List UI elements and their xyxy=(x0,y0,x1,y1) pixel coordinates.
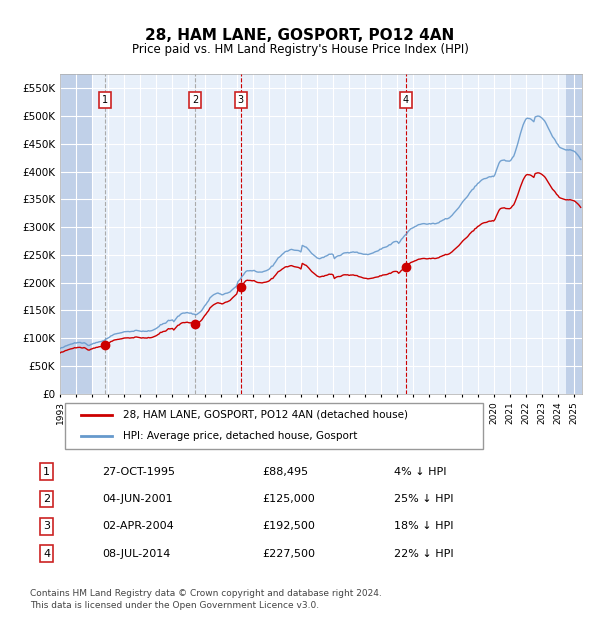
Text: £125,000: £125,000 xyxy=(262,494,314,504)
Text: 4% ↓ HPI: 4% ↓ HPI xyxy=(394,467,447,477)
Text: 18% ↓ HPI: 18% ↓ HPI xyxy=(394,521,454,531)
Text: 4: 4 xyxy=(43,549,50,559)
Text: £88,495: £88,495 xyxy=(262,467,308,477)
Text: Price paid vs. HM Land Registry's House Price Index (HPI): Price paid vs. HM Land Registry's House … xyxy=(131,43,469,56)
Text: 28, HAM LANE, GOSPORT, PO12 4AN: 28, HAM LANE, GOSPORT, PO12 4AN xyxy=(145,28,455,43)
Text: Contains HM Land Registry data © Crown copyright and database right 2024.: Contains HM Land Registry data © Crown c… xyxy=(30,589,382,598)
Text: 1: 1 xyxy=(102,95,109,105)
Text: £192,500: £192,500 xyxy=(262,521,315,531)
Text: 1: 1 xyxy=(43,467,50,477)
Text: 2: 2 xyxy=(43,494,50,504)
Text: 02-APR-2004: 02-APR-2004 xyxy=(102,521,173,531)
Text: 3: 3 xyxy=(43,521,50,531)
Text: 3: 3 xyxy=(238,95,244,105)
Text: This data is licensed under the Open Government Licence v3.0.: This data is licensed under the Open Gov… xyxy=(30,601,319,611)
Text: 2: 2 xyxy=(192,95,199,105)
Bar xyxy=(566,74,582,394)
Text: 4: 4 xyxy=(403,95,409,105)
Text: 28, HAM LANE, GOSPORT, PO12 4AN (detached house): 28, HAM LANE, GOSPORT, PO12 4AN (detache… xyxy=(122,410,407,420)
Text: 22% ↓ HPI: 22% ↓ HPI xyxy=(394,549,454,559)
Text: 04-JUN-2001: 04-JUN-2001 xyxy=(102,494,172,504)
Text: 27-OCT-1995: 27-OCT-1995 xyxy=(102,467,175,477)
Text: HPI: Average price, detached house, Gosport: HPI: Average price, detached house, Gosp… xyxy=(122,431,357,441)
FancyBboxPatch shape xyxy=(65,403,483,449)
Bar xyxy=(60,74,92,394)
Text: 25% ↓ HPI: 25% ↓ HPI xyxy=(394,494,454,504)
Text: £227,500: £227,500 xyxy=(262,549,315,559)
Text: 08-JUL-2014: 08-JUL-2014 xyxy=(102,549,170,559)
